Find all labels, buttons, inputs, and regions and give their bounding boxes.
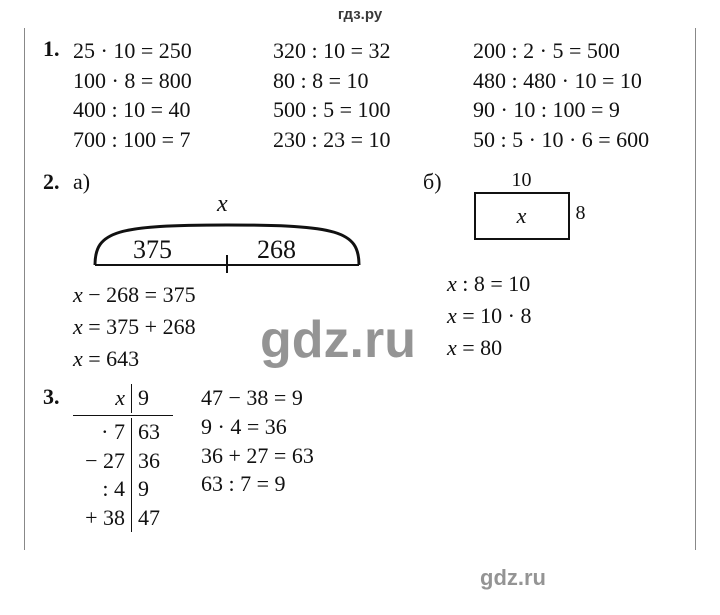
table-row: : 4 9 (73, 475, 173, 504)
site-header: гдз.ру (0, 0, 720, 23)
problem-1-col3: 200 : 2 · 5 = 500 480 : 480 · 10 = 10 90… (473, 36, 683, 155)
problem-3: 3. x 9 · 7 63 − 27 36 : 4 9 (43, 384, 683, 532)
eq: x = 375 + 268 (73, 311, 423, 343)
table-row: x 9 (73, 384, 173, 413)
problem-1: 1. 25 · 10 = 250 100 · 8 = 800 400 : 10 … (43, 36, 683, 155)
table-row: · 7 63 (73, 418, 173, 447)
eq: 230 : 23 = 10 (273, 125, 473, 155)
segment-left-value: 375 (133, 235, 172, 265)
rect-top-label: 10 (474, 169, 570, 192)
problem-3-table: x 9 · 7 63 − 27 36 : 4 9 + 38 (73, 384, 173, 532)
eq: 200 : 2 · 5 = 500 (473, 36, 683, 66)
eq: 400 : 10 = 40 (73, 95, 273, 125)
segment-x-label: x (217, 191, 228, 218)
problem-3-check: 47 − 38 = 9 9 · 4 = 36 36 + 27 = 63 63 :… (201, 384, 314, 532)
table-rule (73, 415, 173, 416)
eq: 9 · 4 = 36 (201, 413, 314, 442)
eq: 320 : 10 = 32 (273, 36, 473, 66)
label-b: б) (423, 169, 442, 195)
cell-left: · 7 (73, 418, 131, 447)
cell-right: 9 (131, 384, 167, 413)
cell-left: + 38 (73, 504, 131, 533)
eq: 700 : 100 = 7 (73, 125, 273, 155)
eq: 36 + 27 = 63 (201, 442, 314, 471)
rect-box: x (474, 192, 570, 240)
eq: 480 : 480 · 10 = 10 (473, 66, 683, 96)
eq: 63 : 7 = 9 (201, 470, 314, 499)
problem-2b: б) 10 x 8 x : 8 = 10 x = 10 · 8 x = 80 (423, 169, 683, 364)
table-row: + 38 47 (73, 504, 173, 533)
eq: x = 643 (73, 343, 423, 375)
eq: 25 · 10 = 250 (73, 36, 273, 66)
problem-3-number: 3. (43, 384, 73, 532)
problem-1-number: 1. (43, 36, 73, 155)
eq: 47 − 38 = 9 (201, 384, 314, 413)
label-a: а) (73, 169, 90, 195)
eq: 80 : 8 = 10 (273, 66, 473, 96)
eq: x − 268 = 375 (73, 279, 423, 311)
cell-left: : 4 (73, 475, 131, 504)
cell-right: 47 (131, 504, 167, 533)
cell-right: 63 (131, 418, 167, 447)
eq: x : 8 = 10 (447, 268, 683, 300)
table-row: − 27 36 (73, 447, 173, 476)
eq: 100 · 8 = 800 (73, 66, 273, 96)
eq: x = 10 · 8 (447, 300, 683, 332)
page-content: 1. 25 · 10 = 250 100 · 8 = 800 400 : 10 … (24, 28, 696, 550)
segment-diagram: x 375 268 (77, 195, 377, 275)
cell-right: 9 (131, 475, 167, 504)
watermark-small: gdz.ru (480, 565, 546, 591)
eq: 500 : 5 = 100 (273, 95, 473, 125)
problem-2a-equations: x − 268 = 375 x = 375 + 268 x = 643 (73, 279, 423, 375)
cell-left: − 27 (73, 447, 131, 476)
problem-1-columns: 25 · 10 = 250 100 · 8 = 800 400 : 10 = 4… (73, 36, 683, 155)
problem-2b-equations: x : 8 = 10 x = 10 · 8 x = 80 (447, 268, 683, 364)
problem-2-number: 2. (43, 169, 73, 375)
rectangle-diagram: 10 x 8 (474, 169, 586, 240)
segment-right-value: 268 (257, 235, 296, 265)
cell-left: x (73, 384, 131, 413)
problem-1-col1: 25 · 10 = 250 100 · 8 = 800 400 : 10 = 4… (73, 36, 273, 155)
problem-1-col2: 320 : 10 = 32 80 : 8 = 10 500 : 5 = 100 … (273, 36, 473, 155)
eq: x = 80 (447, 332, 683, 364)
rect-inside-label: x (517, 203, 527, 229)
rect-side-label: 8 (576, 202, 586, 225)
eq: 90 · 10 : 100 = 9 (473, 95, 683, 125)
eq: 50 : 5 · 10 · 6 = 600 (473, 125, 683, 155)
problem-2a: а) x 375 268 x − 268 = 375 x = 375 + 268… (73, 169, 423, 375)
problem-2: 2. а) x 375 268 x − 268 = 375 x = 375 + … (43, 169, 683, 375)
cell-right: 36 (131, 447, 167, 476)
